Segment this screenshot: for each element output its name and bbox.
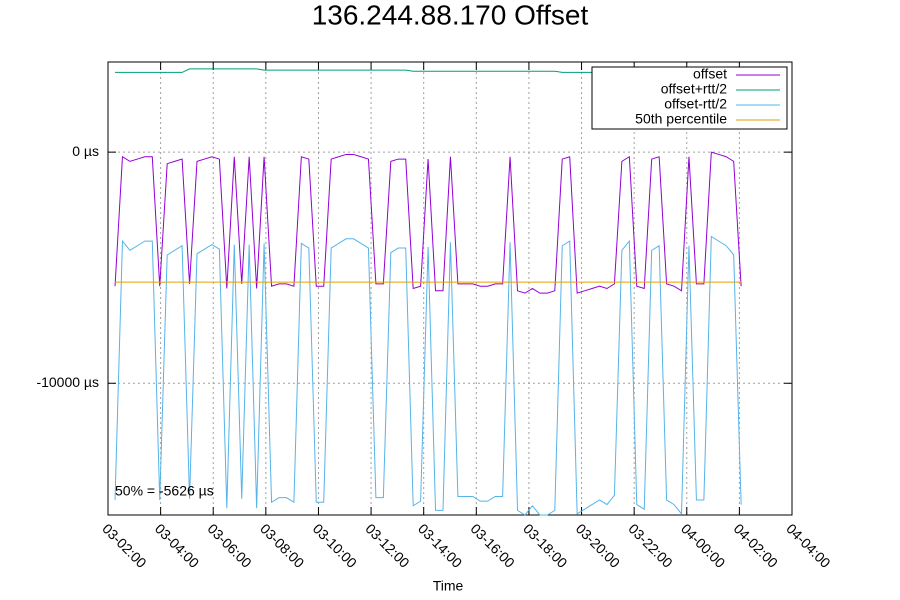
x-tick-label: 03-04:00 (152, 520, 203, 571)
x-tick-label: 03-20:00 (573, 520, 624, 571)
series-line (114, 151, 742, 294)
x-tick-label: 03-14:00 (415, 520, 466, 571)
x-tick-label: 04-00:00 (678, 520, 729, 571)
x-tick-label: 03-02:00 (99, 520, 150, 571)
x-axis-label: Time (433, 578, 464, 594)
x-tick-label: 03-16:00 (468, 520, 519, 571)
legend-label: offset+rtt/2 (661, 81, 727, 97)
percentile-label: 50% = -5626 µs (115, 483, 214, 499)
x-tick-label: 03-08:00 (257, 520, 308, 571)
legend-label: offset-rtt/2 (664, 96, 727, 112)
x-tick-label: 03-10:00 (310, 520, 361, 571)
x-tick-label: 03-12:00 (362, 520, 413, 571)
legend-box (591, 66, 788, 130)
plot-frame (107, 61, 793, 516)
x-tick-label: 04-04:00 (783, 520, 834, 571)
x-tick-label: 03-18:00 (520, 520, 571, 571)
chart-title: 136.244.88.170 Offset (312, 0, 589, 30)
x-tick-label: 04-02:00 (731, 520, 782, 571)
legend-label: offset (693, 66, 727, 82)
series-line (114, 235, 742, 516)
legend-label: 50th percentile (635, 111, 727, 127)
x-tick-label: 03-06:00 (204, 520, 255, 571)
y-tick-label: -10000 µs (36, 374, 99, 390)
y-tick-label: 0 µs (72, 143, 99, 159)
x-tick-label: 03-22:00 (625, 520, 676, 571)
